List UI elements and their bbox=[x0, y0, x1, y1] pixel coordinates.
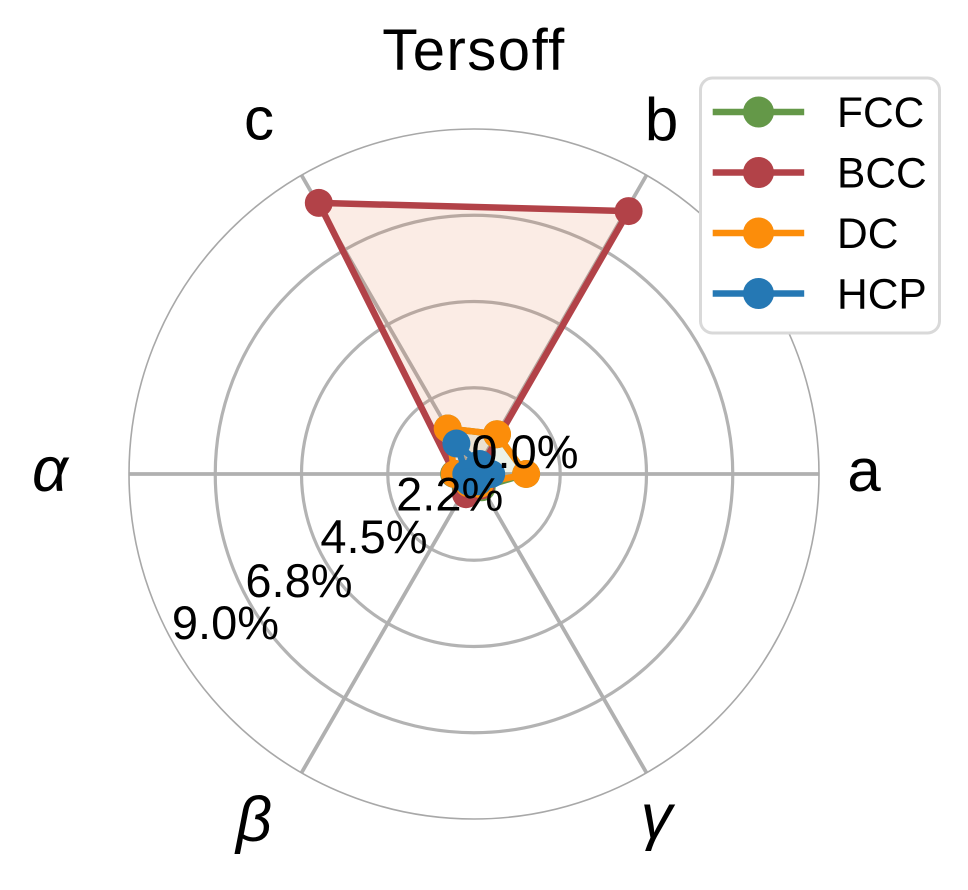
svg-text:β: β bbox=[234, 785, 272, 855]
svg-text:6.8%: 6.8% bbox=[245, 554, 352, 607]
svg-text:c: c bbox=[244, 86, 274, 153]
svg-text:2.2%: 2.2% bbox=[396, 468, 503, 521]
svg-text:a: a bbox=[847, 437, 881, 504]
svg-text:9.0%: 9.0% bbox=[172, 596, 279, 649]
svg-text:0.0%: 0.0% bbox=[471, 425, 578, 478]
svg-text:HCP: HCP bbox=[837, 272, 927, 319]
svg-text:α: α bbox=[32, 435, 70, 505]
svg-text:b: b bbox=[645, 86, 678, 153]
svg-text:BCC: BCC bbox=[837, 151, 927, 198]
svg-text:γ: γ bbox=[641, 782, 676, 852]
svg-text:FCC: FCC bbox=[837, 90, 924, 137]
svg-text:4.5%: 4.5% bbox=[320, 510, 427, 563]
svg-text:Tersoff: Tersoff bbox=[382, 18, 566, 83]
svg-text:DC: DC bbox=[837, 211, 898, 258]
